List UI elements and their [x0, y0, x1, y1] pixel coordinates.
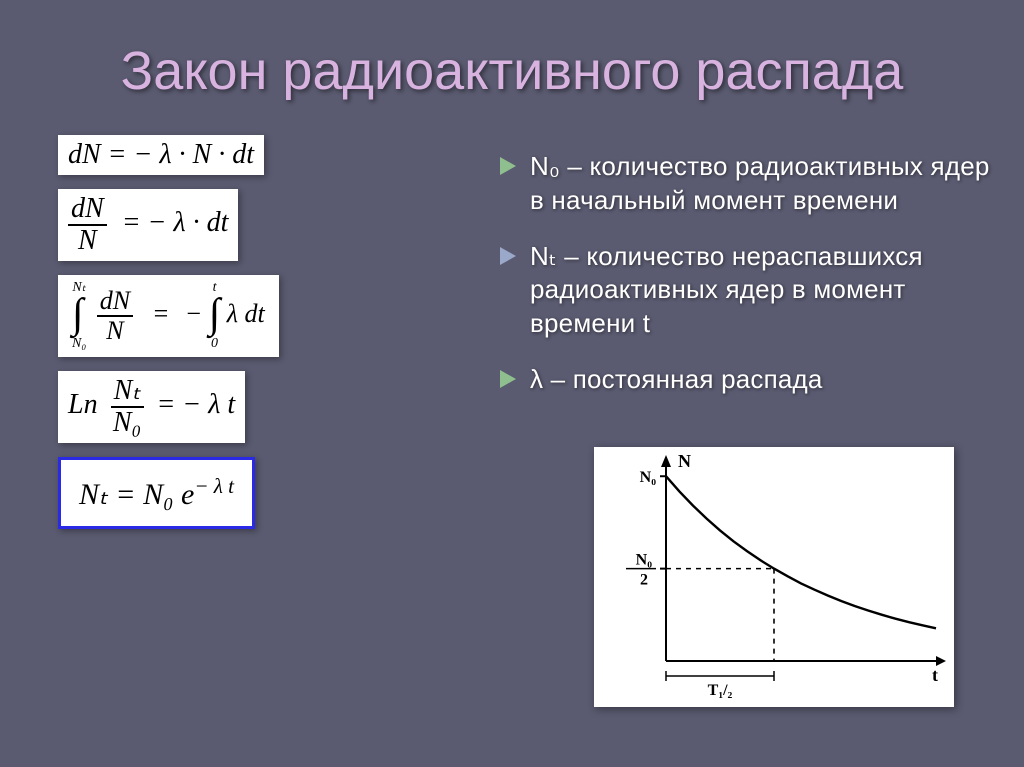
equation-3: Nₜ ∫ N₀ dN N = − t ∫ 0 λ dt [58, 275, 279, 357]
eq4-num: Nₜ [111, 377, 144, 408]
equation-4: Ln Nₜ N₀ = − λ t [58, 371, 245, 443]
eq2-den: N [68, 226, 107, 255]
bullet-2: Nₜ – количество нераспавшихся радиоактив… [500, 240, 990, 341]
eq4-rhs: = − λ t [157, 389, 236, 420]
bullet-3-text: λ – постоянная распада [530, 363, 823, 397]
triangle-bullet-icon [500, 370, 516, 388]
triangle-bullet-icon [500, 247, 516, 265]
triangle-bullet-icon [500, 157, 516, 175]
eq2-num: dN [68, 195, 107, 226]
bullet-2-text: Nₜ – количество нераспавшихся радиоактив… [530, 240, 990, 341]
slide-title: Закон радиоактивного распада [0, 40, 1024, 102]
eq3-rhs: λ dt [227, 299, 265, 328]
eq2-rhs: = − λ · dt [122, 207, 229, 238]
eq3-lower-right: 0 [209, 337, 221, 351]
eq3-frac-num: dN [97, 288, 133, 317]
eq4-den: N₀ [111, 408, 144, 437]
svg-text:2: 2 [640, 572, 648, 589]
bullet-1-text: N₀ – количество радиоактивных ядер в нач… [530, 150, 990, 218]
svg-text:T₁/₂: T₁/₂ [708, 682, 733, 699]
svg-text:N: N [678, 451, 691, 471]
svg-text:N₀: N₀ [640, 469, 657, 486]
svg-text:N₀: N₀ [636, 552, 653, 569]
equation-2: dN N = − λ · dt [58, 189, 238, 261]
eq4-ln: Ln [68, 389, 98, 420]
eq1-text: dN = − λ · N · dt [68, 139, 254, 170]
bullet-1: N₀ – количество радиоактивных ядер в нач… [500, 150, 990, 218]
decay-chart: N₀ N₀ 2 T₁/₂ Nt [594, 447, 954, 707]
eq3-lower-left: N₀ [72, 337, 86, 351]
equation-1: dN = − λ · N · dt [58, 135, 264, 175]
decay-chart-svg: N₀ N₀ 2 T₁/₂ Nt [594, 447, 954, 707]
eq3-frac-den: N [97, 317, 133, 344]
eq5-exp: − λ t [194, 474, 234, 498]
eq5-base: Nₜ = N₀ e [79, 478, 194, 511]
bullets-column: N₀ – количество радиоактивных ядер в нач… [500, 150, 990, 419]
svg-text:t: t [932, 665, 938, 685]
bullet-3: λ – постоянная распада [500, 363, 990, 397]
slide: Закон радиоактивного распада dN = − λ · … [0, 0, 1024, 767]
equations-column: dN = − λ · N · dt dN N = − λ · dt Nₜ ∫ N… [58, 135, 458, 529]
equation-5-boxed: Nₜ = N₀ e− λ t [58, 457, 255, 529]
